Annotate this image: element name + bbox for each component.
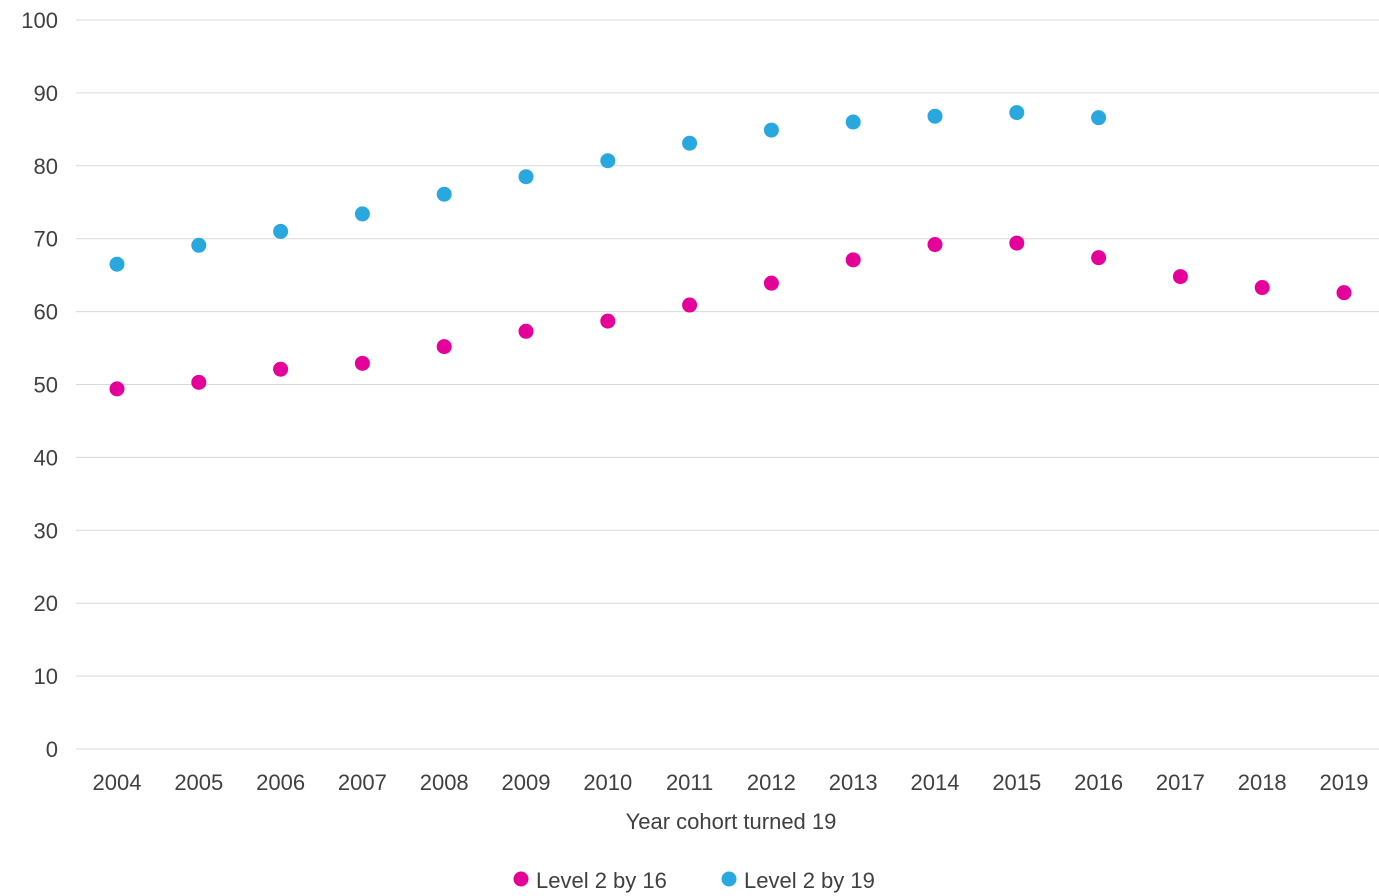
x-axis-tick-labels: 2004 2005 2006 2007 2008 2009 2010 2011 2012 2013… bbox=[93, 770, 1369, 795]
data-point-series-1 bbox=[763, 275, 779, 291]
data-point-series-1 bbox=[191, 374, 207, 390]
y-axis-tick-labels: 0 10 20 30 40 50 60 70 80 90 100 bbox=[21, 8, 58, 762]
data-point-series-2 bbox=[1009, 105, 1025, 121]
x-tick-label: 2009 bbox=[502, 770, 551, 795]
x-tick-label: 2015 bbox=[992, 770, 1041, 795]
y-tick-label: 0 bbox=[46, 737, 58, 762]
x-tick-label: 2010 bbox=[583, 770, 632, 795]
data-point-series-2 bbox=[845, 114, 861, 130]
x-tick-label: 2008 bbox=[420, 770, 469, 795]
data-point-series-2 bbox=[191, 237, 207, 253]
legend-marker bbox=[721, 871, 737, 887]
legend-label: Level 2 by 19 bbox=[744, 868, 875, 893]
data-point-series-2 bbox=[682, 135, 698, 151]
data-point-series-2 bbox=[927, 108, 943, 124]
y-tick-label: 80 bbox=[34, 154, 58, 179]
gridlines bbox=[76, 19, 1379, 750]
x-tick-label: 2005 bbox=[174, 770, 223, 795]
data-point-series-1 bbox=[927, 237, 943, 253]
y-tick-label: 30 bbox=[34, 518, 58, 543]
data-points bbox=[109, 105, 1352, 397]
data-point-series-2 bbox=[436, 186, 452, 202]
x-tick-label: 2013 bbox=[829, 770, 878, 795]
data-point-series-1 bbox=[518, 323, 534, 339]
x-tick-label: 2011 bbox=[666, 770, 713, 795]
data-point-series-1 bbox=[273, 361, 289, 377]
x-tick-label: 2016 bbox=[1074, 770, 1123, 795]
y-tick-label: 70 bbox=[34, 227, 58, 252]
x-tick-label: 2018 bbox=[1238, 770, 1287, 795]
x-tick-label: 2019 bbox=[1320, 770, 1369, 795]
x-tick-label: 2017 bbox=[1156, 770, 1205, 795]
data-point-series-2 bbox=[354, 206, 370, 222]
data-point-series-2 bbox=[109, 256, 125, 272]
data-point-series-2 bbox=[600, 153, 616, 169]
data-point-series-1 bbox=[682, 297, 698, 313]
data-point-series-1 bbox=[600, 313, 616, 329]
data-point-series-1 bbox=[1336, 285, 1352, 301]
y-tick-label: 40 bbox=[34, 445, 58, 470]
data-point-series-2 bbox=[273, 223, 289, 239]
y-tick-label: 100 bbox=[21, 8, 58, 33]
data-point-series-1 bbox=[845, 252, 861, 268]
data-point-series-2 bbox=[518, 169, 534, 185]
y-tick-label: 10 bbox=[34, 664, 58, 689]
data-point-series-1 bbox=[1254, 280, 1270, 296]
y-tick-label: 90 bbox=[34, 81, 58, 106]
data-point-series-1 bbox=[354, 355, 370, 371]
x-tick-label: 2004 bbox=[93, 770, 142, 795]
legend-marker bbox=[513, 871, 529, 887]
x-axis-title: Year cohort turned 19 bbox=[626, 809, 837, 834]
y-tick-label: 20 bbox=[34, 591, 58, 616]
data-point-series-1 bbox=[109, 381, 125, 397]
data-point-series-1 bbox=[1172, 269, 1188, 285]
x-tick-label: 2007 bbox=[338, 770, 387, 795]
data-point-series-1 bbox=[436, 339, 452, 355]
legend: Level 2 by 16 Level 2 by 19 bbox=[513, 868, 875, 893]
x-tick-label: 2006 bbox=[256, 770, 305, 795]
legend-label: Level 2 by 16 bbox=[536, 868, 667, 893]
data-point-series-2 bbox=[763, 122, 779, 138]
y-tick-label: 50 bbox=[34, 373, 58, 398]
x-tick-label: 2014 bbox=[911, 770, 960, 795]
x-tick-label: 2012 bbox=[747, 770, 796, 795]
data-point-series-1 bbox=[1091, 250, 1107, 266]
y-tick-label: 60 bbox=[34, 300, 58, 325]
data-point-series-2 bbox=[1091, 110, 1107, 126]
data-point-series-1 bbox=[1009, 235, 1025, 251]
